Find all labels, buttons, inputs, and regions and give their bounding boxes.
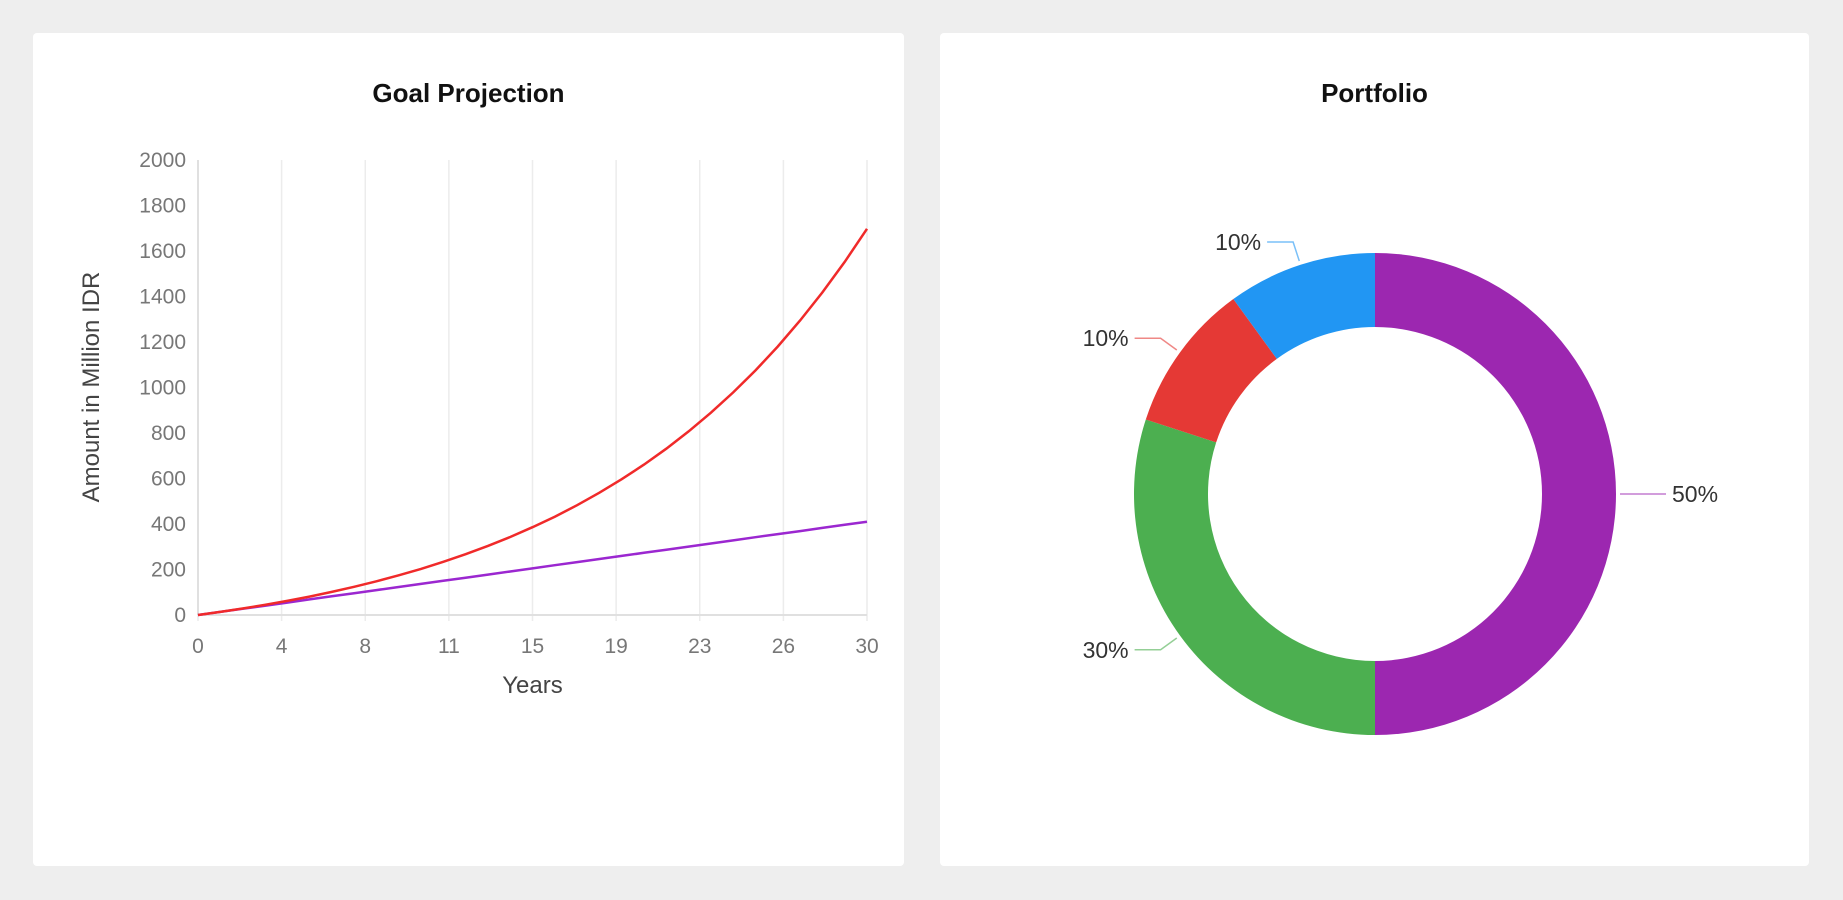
- x-tick-label: 0: [192, 635, 204, 658]
- donut-slice: [1233, 253, 1375, 359]
- x-axis-label: Years: [502, 672, 563, 699]
- donut-slice: [1145, 299, 1277, 443]
- y-tick-label: 1800: [139, 195, 186, 218]
- y-tick-label: 1400: [139, 286, 186, 309]
- y-tick-label: 1000: [139, 377, 186, 400]
- label-leader-line: [1134, 637, 1178, 651]
- y-tick-label: 1200: [139, 331, 186, 354]
- x-tick-label: 4: [276, 635, 288, 658]
- donut-slice: [1134, 419, 1375, 735]
- goal-projection-chart: 0 4 8 11 15 19 23 26 30 0 200 400 600 800 1000 1200 1400…: [78, 149, 879, 699]
- x-tick-label: 26: [772, 635, 795, 658]
- y-axis-label: Amount in Million IDR: [78, 272, 105, 503]
- donut-slice: [1375, 253, 1616, 735]
- goal-projection-card: Goal Projection 0 4 8 11 15 19 23 26 30 0 200 400 60…: [33, 33, 904, 866]
- x-tick-label: 11: [438, 635, 460, 658]
- x-tick-label: 23: [688, 635, 711, 658]
- series-line: [197, 520, 868, 617]
- slice-label: 10%: [1215, 229, 1261, 255]
- x-tick-label: 8: [359, 635, 371, 658]
- label-leader-line: [1267, 241, 1301, 262]
- y-tick-label: 0: [174, 604, 186, 627]
- slice-label: 50%: [1672, 481, 1718, 507]
- y-tick-label: 400: [151, 513, 186, 536]
- y-tick-label: 2000: [139, 149, 186, 172]
- goal-projection-title: Goal Projection: [372, 78, 565, 108]
- label-leader-line: [1134, 337, 1178, 351]
- slice-label: 30%: [1083, 637, 1129, 663]
- x-tick-label: 30: [855, 635, 878, 658]
- x-tick-label: 19: [604, 635, 627, 658]
- portfolio-card: Portfolio 50% 30% 10% 10%: [940, 33, 1809, 866]
- x-tick-label: 15: [521, 635, 544, 658]
- portfolio-title: Portfolio: [1321, 78, 1428, 108]
- y-tick-label: 600: [151, 468, 186, 491]
- series-line: [197, 228, 869, 617]
- y-tick-label: 800: [151, 422, 186, 445]
- y-tick-label: 200: [151, 559, 186, 582]
- portfolio-chart: 50% 30% 10% 10%: [1083, 229, 1718, 735]
- y-tick-label: 1600: [139, 240, 186, 263]
- slice-label: 10%: [1083, 325, 1129, 351]
